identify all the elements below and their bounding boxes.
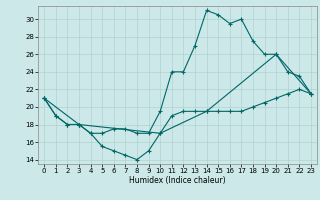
X-axis label: Humidex (Indice chaleur): Humidex (Indice chaleur) [129,176,226,185]
